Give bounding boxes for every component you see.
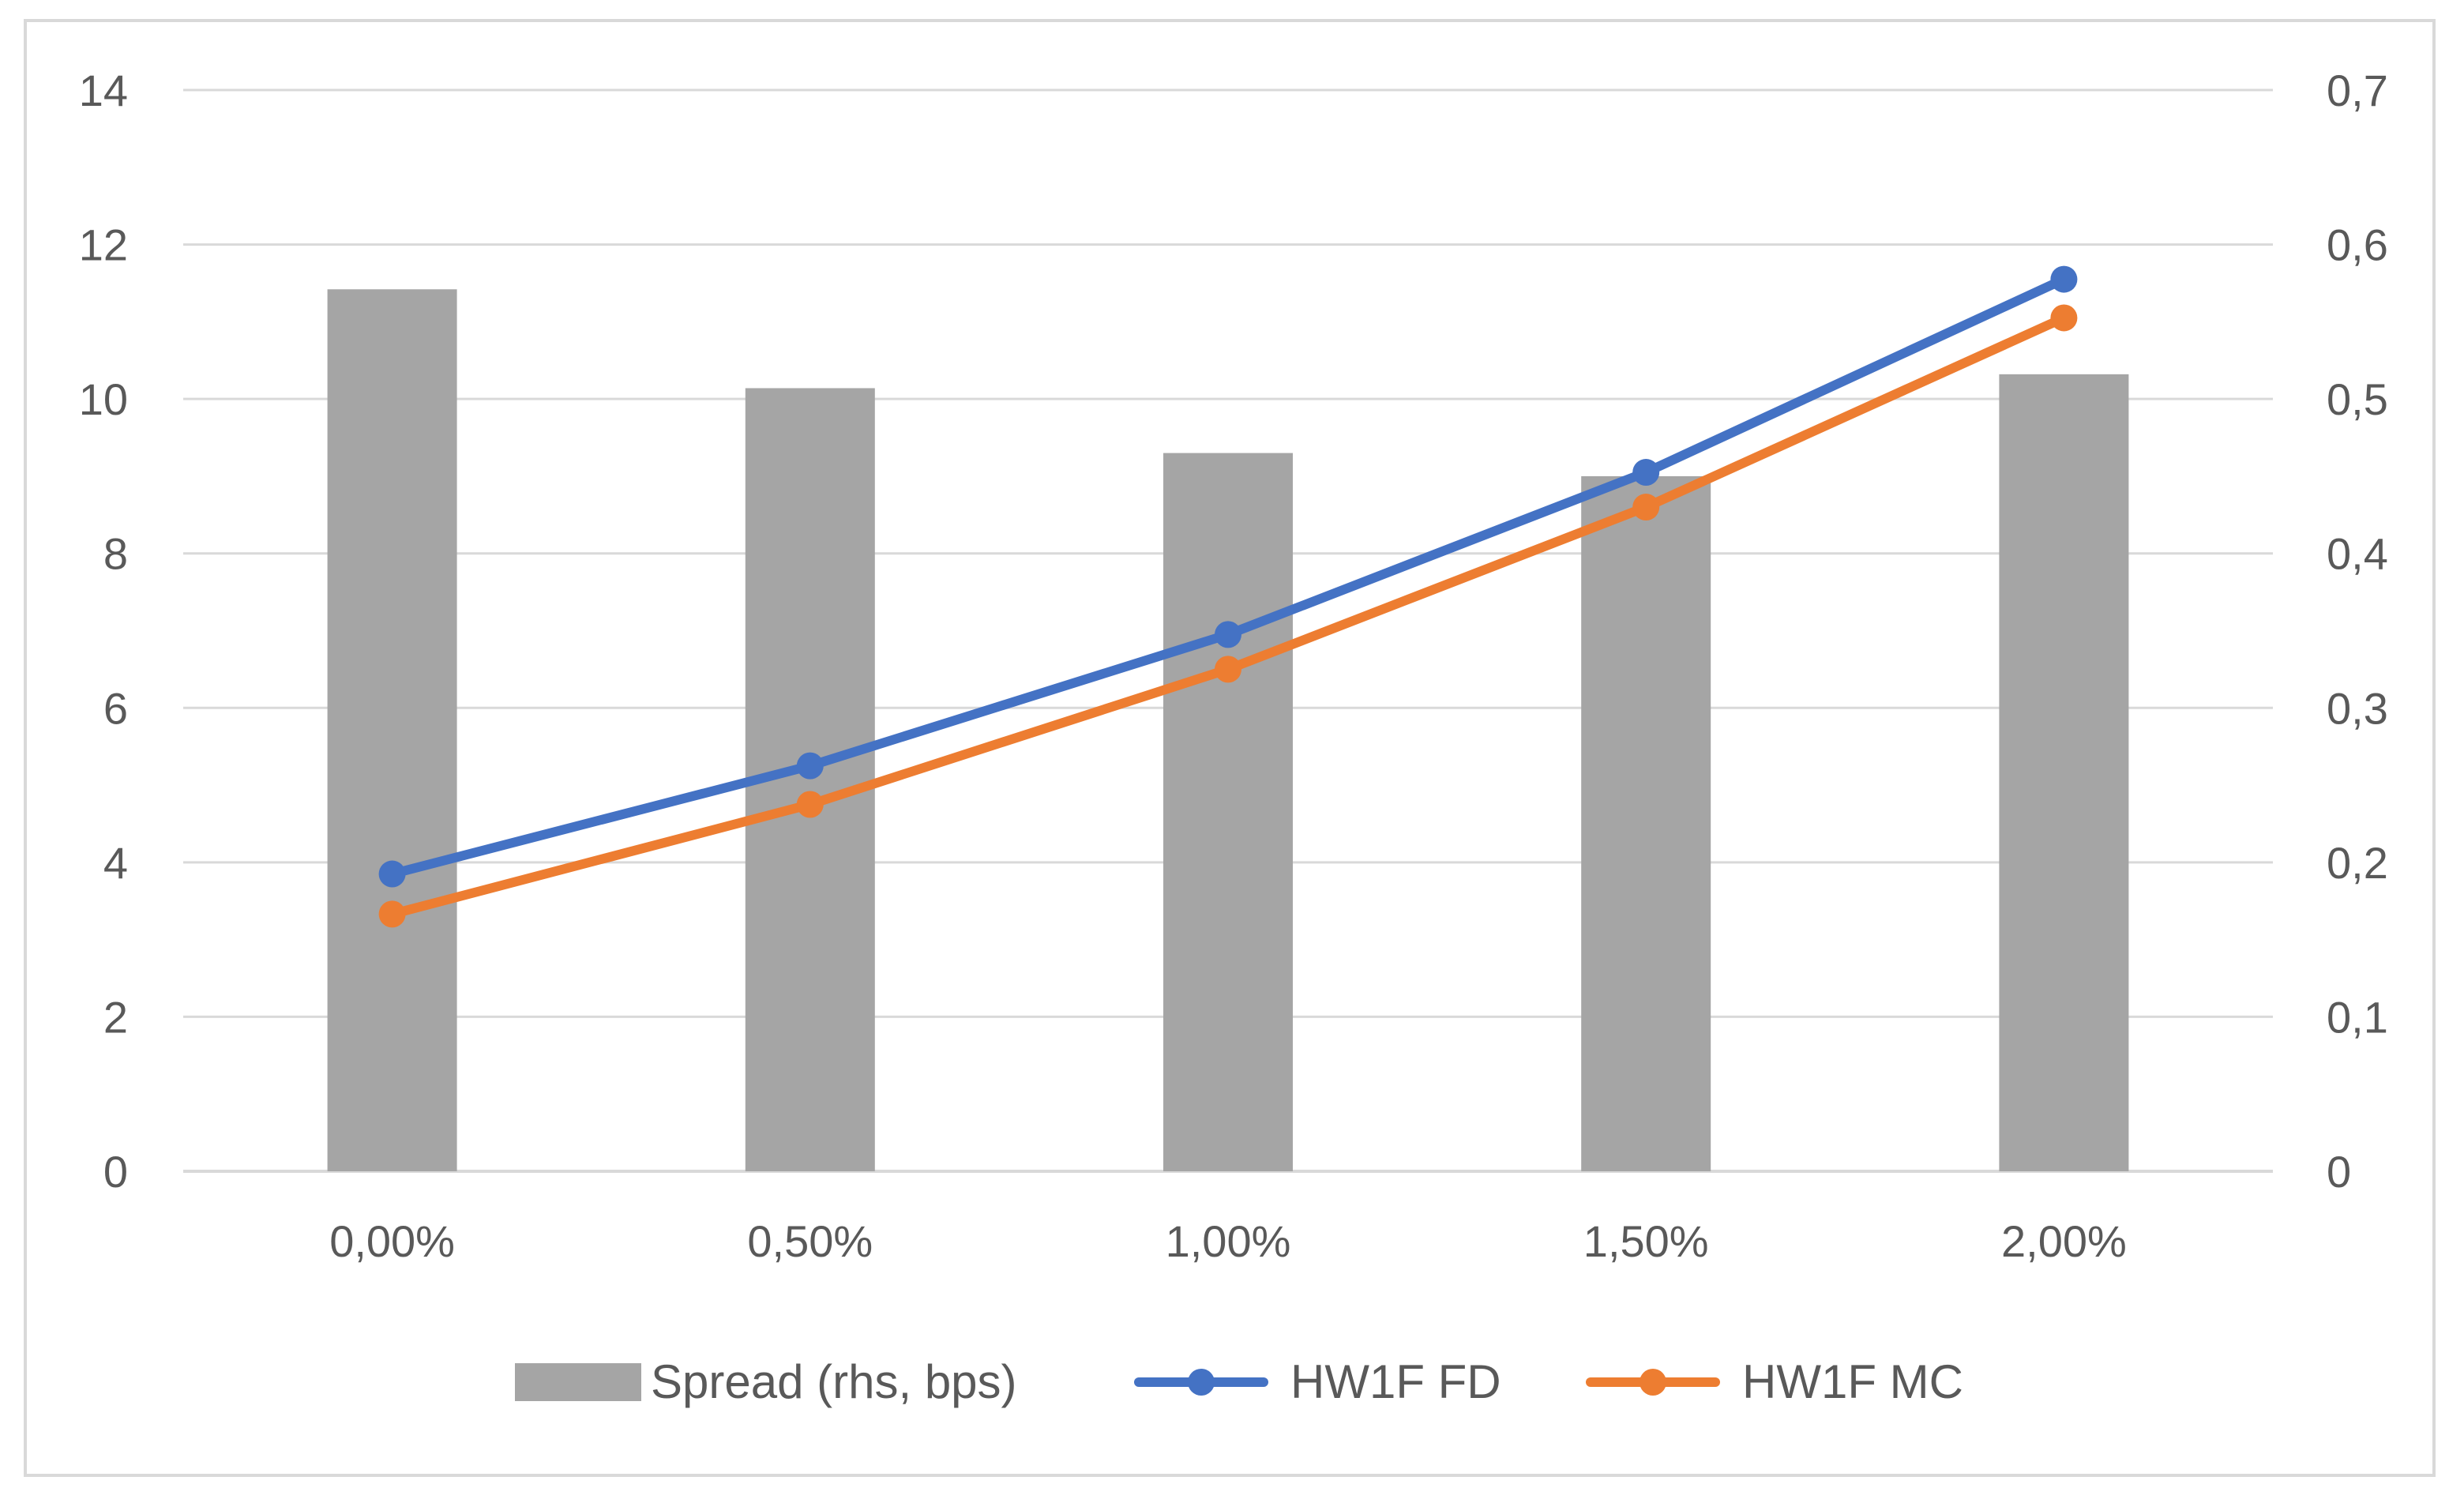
hw1f-fd-point [2050,265,2078,293]
legend-marker-hw1f-fd [1188,1369,1215,1396]
legend-label-hw1f-mc: HW1F MC [1742,1355,1963,1408]
right-axis-tick-label: 0 [2327,1147,2351,1197]
right-axis-tick-label: 0,4 [2327,529,2388,579]
hw1f-mc-point [1215,656,1241,683]
x-axis-tick-label: 0,00% [329,1216,455,1266]
left-axis-tick-label: 10 [79,374,128,424]
x-axis-tick-label: 1,00% [1166,1216,1291,1266]
spread-bar [1163,453,1293,1171]
hw1f-mc-point [378,900,406,928]
chart-frame: 0 2 4 6 8 10 12 14 0 0,1 0,2 0,3 0,4 0,5 0,6 0,7 0,00%… [24,19,2436,1477]
left-axis-ticks: 0 2 4 6 8 10 12 14 [79,66,128,1197]
legend-label-spread: Spread (rhs, bps) [651,1355,1017,1408]
legend-label-hw1f-fd: HW1F FD [1290,1355,1501,1408]
hw1f-fd-point [378,860,406,888]
left-axis-tick-label: 6 [103,683,128,733]
right-axis-ticks: 0 0,1 0,2 0,3 0,4 0,5 0,6 0,7 [2327,66,2388,1197]
left-axis-tick-label: 8 [103,529,128,579]
legend-swatch-spread [515,1363,641,1401]
hw1f-mc-point [2050,304,2078,332]
legend-marker-hw1f-mc [1640,1369,1666,1396]
left-axis-tick-label: 12 [79,220,128,270]
spread-bar [1999,374,2129,1171]
right-axis-tick-label: 0,7 [2327,66,2388,115]
spread-bar [1581,475,1711,1171]
hw1f-fd-point [1215,621,1241,648]
right-axis-tick-label: 0,1 [2327,992,2388,1042]
right-axis-tick-label: 0,2 [2327,838,2388,888]
hw1f-mc-point [1632,494,1660,521]
bar-series [327,289,2129,1172]
right-axis-tick-label: 0,3 [2327,683,2388,733]
left-axis-tick-label: 0 [103,1147,128,1197]
left-axis-tick-label: 14 [79,66,128,115]
x-axis-tick-label: 2,00% [2001,1216,2127,1266]
right-axis-tick-label: 0,6 [2327,220,2388,270]
x-axis-tick-label: 0,50% [747,1216,873,1266]
legend: Spread (rhs, bps) HW1F FD HW1F MC [515,1355,1963,1408]
right-axis-tick-label: 0,5 [2327,374,2388,424]
left-axis-tick-label: 2 [103,992,128,1042]
x-axis-tick-label: 1,50% [1583,1216,1709,1266]
hw1f-fd-point [1632,459,1660,487]
hw1f-fd-point [796,752,824,780]
combo-chart: 0 2 4 6 8 10 12 14 0 0,1 0,2 0,3 0,4 0,5 0,6 0,7 0,00%… [79,66,2388,1408]
spread-bar [327,289,457,1172]
x-axis-ticks: 0,00% 0,50% 1,00% 1,50% 2,00% [329,1216,2127,1266]
line-series [378,265,2078,928]
left-axis-tick-label: 4 [103,838,128,888]
hw1f-mc-point [796,791,824,818]
